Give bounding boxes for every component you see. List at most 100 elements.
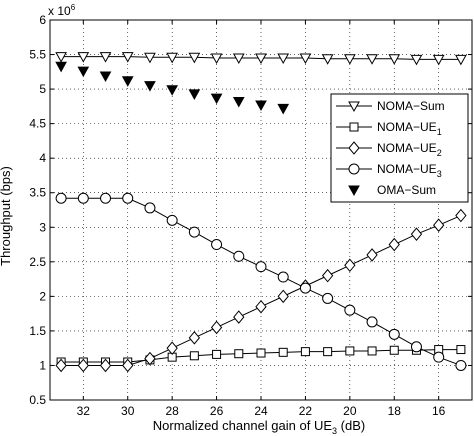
series-4-point	[100, 192, 112, 204]
series-1-point	[343, 54, 356, 65]
series-1-point	[166, 52, 179, 64]
series-1-point	[121, 52, 134, 63]
legend-label-subscript: 1	[437, 127, 442, 137]
series-2-point	[389, 345, 399, 355]
y-tick-label: 2.5	[29, 255, 46, 269]
x-tick-label: 30	[121, 404, 135, 418]
y-tick-label: 2	[39, 289, 46, 303]
series-1-point	[77, 52, 90, 63]
legend-label-main: NOMA−UE	[377, 120, 437, 134]
series-1-point	[366, 54, 378, 65]
series-2-point	[212, 349, 222, 359]
legend-label-4: NOMA−UE3	[377, 162, 442, 179]
series-3-point	[188, 331, 201, 345]
series-4-point	[366, 316, 378, 328]
legend-marker-4	[348, 163, 360, 175]
x-tick-label: 32	[77, 404, 91, 418]
series-2-point	[234, 349, 244, 359]
series-1-point	[321, 54, 334, 65]
x-tick-label: 16	[432, 404, 446, 418]
series-2-point	[323, 347, 333, 357]
series-3-point	[255, 299, 267, 314]
y-axis-title: Throughput (bps)	[0, 166, 13, 266]
series-1-point	[388, 54, 401, 65]
series-5-point	[166, 85, 179, 96]
series-1-point	[277, 53, 290, 65]
series-3-point	[166, 341, 178, 355]
series-3-point	[277, 289, 289, 304]
series-1-point	[188, 52, 201, 64]
series-4-point	[55, 192, 67, 204]
series-3-point	[344, 258, 356, 273]
legend-marker-3	[348, 141, 360, 155]
series-2-point	[300, 347, 310, 357]
series-1-point	[455, 54, 467, 66]
series-4	[55, 192, 467, 371]
series-1-point	[232, 53, 245, 65]
series-2-point	[345, 346, 355, 356]
series-5-point	[210, 93, 223, 105]
series-3-point	[77, 358, 89, 373]
legend-label-subscript: 2	[437, 148, 442, 158]
series-1-point	[99, 52, 112, 63]
legend-label-main: NOMA−Sum	[377, 99, 445, 113]
x-tick-label: 28	[165, 404, 179, 418]
x-axis-title-subscript: 3	[332, 426, 337, 436]
series-4-point	[233, 250, 245, 262]
series-5-point	[188, 89, 201, 100]
x-axis-title-unit: (dB)	[337, 418, 365, 433]
series-5-point	[121, 76, 134, 87]
series-3-point	[410, 227, 423, 241]
series-2-point	[367, 346, 377, 356]
y-tick-label: 5	[39, 82, 46, 96]
series-3-point	[144, 351, 156, 366]
series-1-point	[144, 52, 156, 64]
series-4-point	[388, 328, 400, 340]
axis-ticks: 32 30 28 26 24 22 20 18 160.511.522.533.544.555.…	[29, 13, 472, 418]
series-4-point	[322, 292, 334, 304]
y-tick-label: 4.5	[29, 117, 46, 131]
y-multiplier: x 106	[48, 3, 76, 18]
series-4-point	[166, 214, 178, 226]
legend-label-3: NOMA−UE2	[377, 141, 442, 158]
y-multiplier-base: x 10	[48, 4, 71, 18]
y-tick-label: 3	[39, 220, 46, 234]
series-5-point	[77, 66, 90, 78]
y-tick-label: 1.5	[29, 324, 46, 338]
series-3-point	[122, 358, 134, 373]
series-2-point	[189, 351, 199, 361]
series-1-point	[299, 53, 312, 65]
series-3-point	[99, 358, 112, 373]
series-5-point	[55, 61, 67, 73]
series-5-point	[277, 103, 290, 115]
series-3-point	[233, 310, 245, 324]
series-2-point	[256, 348, 266, 358]
x-tick-label: 26	[210, 404, 224, 418]
y-multiplier-exponent: 6	[71, 3, 76, 12]
series-1-point	[55, 52, 67, 63]
series-3-point	[388, 237, 400, 252]
series-4-point	[433, 351, 445, 363]
series-1	[55, 52, 467, 66]
series-4-point	[455, 359, 467, 371]
series-3-line	[61, 215, 462, 366]
legend-entry-4: NOMA−UE3	[336, 162, 442, 179]
series-2-point	[456, 345, 466, 355]
series-5-point	[232, 97, 245, 108]
series-3-point	[210, 320, 223, 335]
series-3	[55, 208, 467, 373]
legend-marker-1	[348, 101, 360, 113]
legend-label-1: NOMA−Sum	[377, 99, 445, 113]
y-tick-label: 3.5	[29, 186, 46, 200]
series-1-point	[432, 54, 445, 66]
series-4-point	[211, 239, 223, 251]
series-1-point	[410, 54, 423, 66]
legend-entry-2: NOMA−UE1	[336, 120, 442, 137]
series-4-point	[410, 341, 422, 353]
series-4-point	[299, 282, 311, 294]
legend-label-main: NOMA−UE	[377, 141, 437, 155]
y-tick-label: 6	[39, 13, 46, 27]
x-axis-title-main: Normalized channel gain of UE	[153, 418, 333, 433]
